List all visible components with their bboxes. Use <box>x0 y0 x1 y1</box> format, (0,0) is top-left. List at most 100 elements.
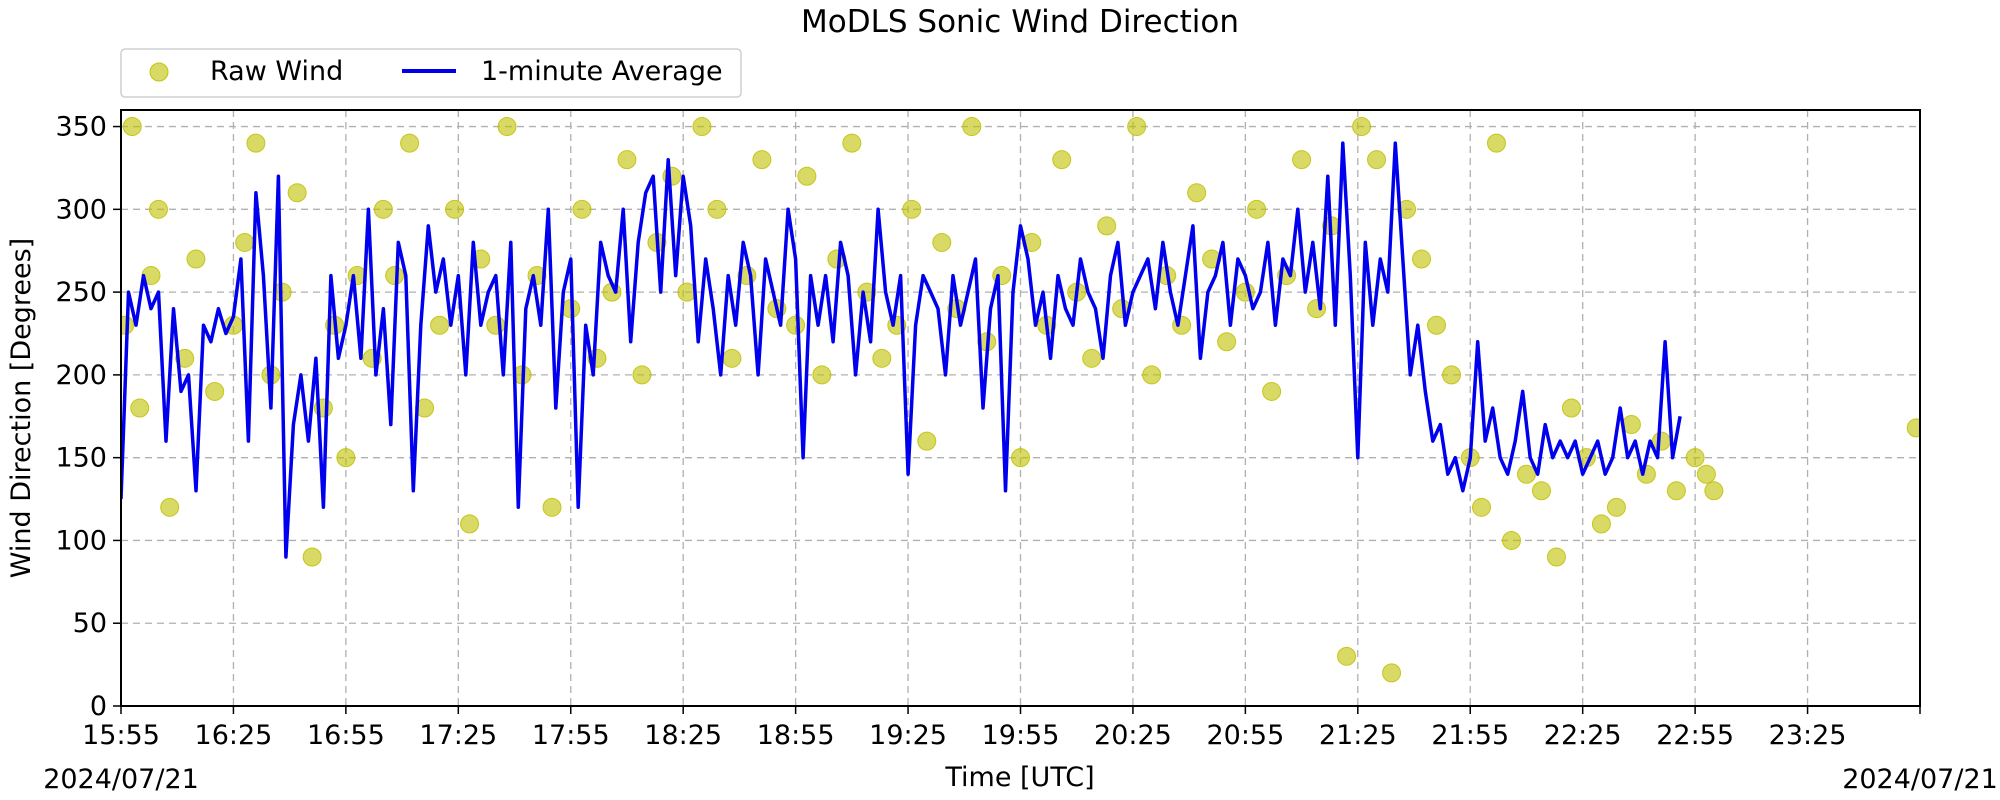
raw-wind-point <box>1427 315 1447 335</box>
raw-wind-point <box>1471 497 1491 517</box>
raw-wind-point <box>1367 150 1387 170</box>
x-tick-label: 16:55 <box>307 720 385 751</box>
legend: Raw Wind 1-minute Average <box>120 48 742 98</box>
raw-wind-point <box>302 547 322 567</box>
raw-wind-point <box>1531 481 1551 501</box>
raw-wind-point <box>1651 431 1671 451</box>
raw-wind-point <box>1097 216 1117 236</box>
raw-wind-point <box>497 117 517 137</box>
raw-wind-point <box>1127 117 1147 137</box>
raw-wind-point <box>902 199 922 219</box>
raw-wind-point <box>812 365 832 385</box>
x-axis: 15:55 16:25 16:55 17:25 17:55 18:25 18:55 19:25… <box>82 706 1921 751</box>
raw-wind-point <box>917 431 937 451</box>
raw-wind-point <box>632 365 652 385</box>
y-axis: 0 50 100 150 200 250 300 350 <box>55 112 121 722</box>
raw-wind-point <box>445 199 465 219</box>
x-tick-label: 21:55 <box>1431 720 1509 751</box>
raw-wind-point <box>1142 365 1162 385</box>
x-tick-label: 21:25 <box>1319 720 1397 751</box>
x-tick-label: 16:25 <box>195 720 273 751</box>
x-tick-label: 19:25 <box>869 720 947 751</box>
x-tick-label: 18:25 <box>644 720 722 751</box>
raw-wind-point <box>962 117 982 137</box>
raw-wind-point <box>160 497 180 517</box>
raw-wind-point <box>722 348 742 368</box>
raw-wind-point <box>1546 547 1566 567</box>
x-axis-label: Time [UTC] <box>944 762 1094 793</box>
y-tick-label: 300 <box>55 194 107 225</box>
raw-wind-point <box>373 199 393 219</box>
average-series <box>121 141 1682 559</box>
y-tick-label: 0 <box>90 691 107 722</box>
raw-wind-point <box>1486 133 1506 153</box>
raw-wind-point <box>1397 199 1417 219</box>
legend-average-label: 1-minute Average <box>481 56 723 87</box>
raw-wind-point <box>932 232 952 252</box>
raw-wind-point <box>872 348 892 368</box>
raw-wind-point <box>1292 150 1312 170</box>
raw-wind-point <box>1262 381 1282 401</box>
x-tick-label: 18:55 <box>757 720 835 751</box>
raw-wind-point <box>148 199 168 219</box>
y-axis-label: Wind Direction [Degrees] <box>6 238 37 578</box>
raw-wind-point <box>1606 497 1626 517</box>
x-tick-label: 22:25 <box>1544 720 1622 751</box>
y-tick-label: 100 <box>55 525 107 556</box>
raw-wind-point <box>797 166 817 186</box>
raw-wind-point <box>1307 299 1327 319</box>
date-label-right: 2024/07/21 <box>1842 764 1998 795</box>
raw-wind-point <box>617 150 637 170</box>
raw-wind-point <box>246 133 266 153</box>
raw-wind-point <box>1666 481 1686 501</box>
raw-wind-point <box>400 133 420 153</box>
raw-wind-point <box>692 117 712 137</box>
raw-wind-point <box>1442 365 1462 385</box>
raw-wind-point <box>1082 348 1102 368</box>
y-tick-label: 50 <box>73 608 107 639</box>
raw-wind-point <box>486 315 506 335</box>
raw-wind-point <box>287 183 307 203</box>
raw-wind-point <box>1217 332 1237 352</box>
raw-wind-point <box>1412 249 1432 269</box>
x-tick-label: 20:25 <box>1094 720 1172 751</box>
raw-wind-point <box>1247 199 1267 219</box>
raw-wind-point <box>186 249 206 269</box>
y-tick-label: 250 <box>55 277 107 308</box>
legend-raw-wind-marker <box>149 62 169 82</box>
plot-area <box>120 109 1921 707</box>
raw-wind-point <box>1704 481 1724 501</box>
raw-wind-point <box>1501 530 1521 550</box>
raw-wind-point <box>572 199 592 219</box>
y-tick-label: 350 <box>55 112 107 143</box>
raw-wind-point <box>1516 464 1536 484</box>
raw-wind-point <box>1561 398 1581 418</box>
raw-wind-point <box>430 315 450 335</box>
raw-wind-point <box>1591 514 1611 534</box>
x-tick-label: 17:55 <box>532 720 610 751</box>
raw-wind-point <box>1187 183 1207 203</box>
raw-wind-point <box>1337 646 1357 666</box>
y-tick-label: 150 <box>55 443 107 474</box>
raw-wind-point <box>786 315 806 335</box>
raw-wind-point <box>130 398 150 418</box>
x-tick-label: 22:55 <box>1656 720 1734 751</box>
raw-wind-point <box>1352 117 1372 137</box>
raw-wind-point <box>1052 150 1072 170</box>
raw-wind-point <box>1382 663 1402 683</box>
raw-wind-point <box>842 133 862 153</box>
raw-wind-point <box>385 266 405 286</box>
x-tick-label: 15:55 <box>82 720 160 751</box>
x-tick-label: 17:25 <box>419 720 497 751</box>
x-tick-label: 19:55 <box>982 720 1060 751</box>
raw-wind-point <box>235 232 255 252</box>
chart-title: MoDLS Sonic Wind Direction <box>801 4 1239 40</box>
raw-wind-point <box>542 497 562 517</box>
x-tick-label: 23:25 <box>1769 720 1847 751</box>
raw-wind-point <box>1011 448 1030 468</box>
raw-wind-point <box>1906 418 1920 438</box>
raw-wind-point <box>707 199 727 219</box>
raw-wind-point <box>460 514 480 534</box>
legend-raw-wind-label: Raw Wind <box>210 56 343 87</box>
